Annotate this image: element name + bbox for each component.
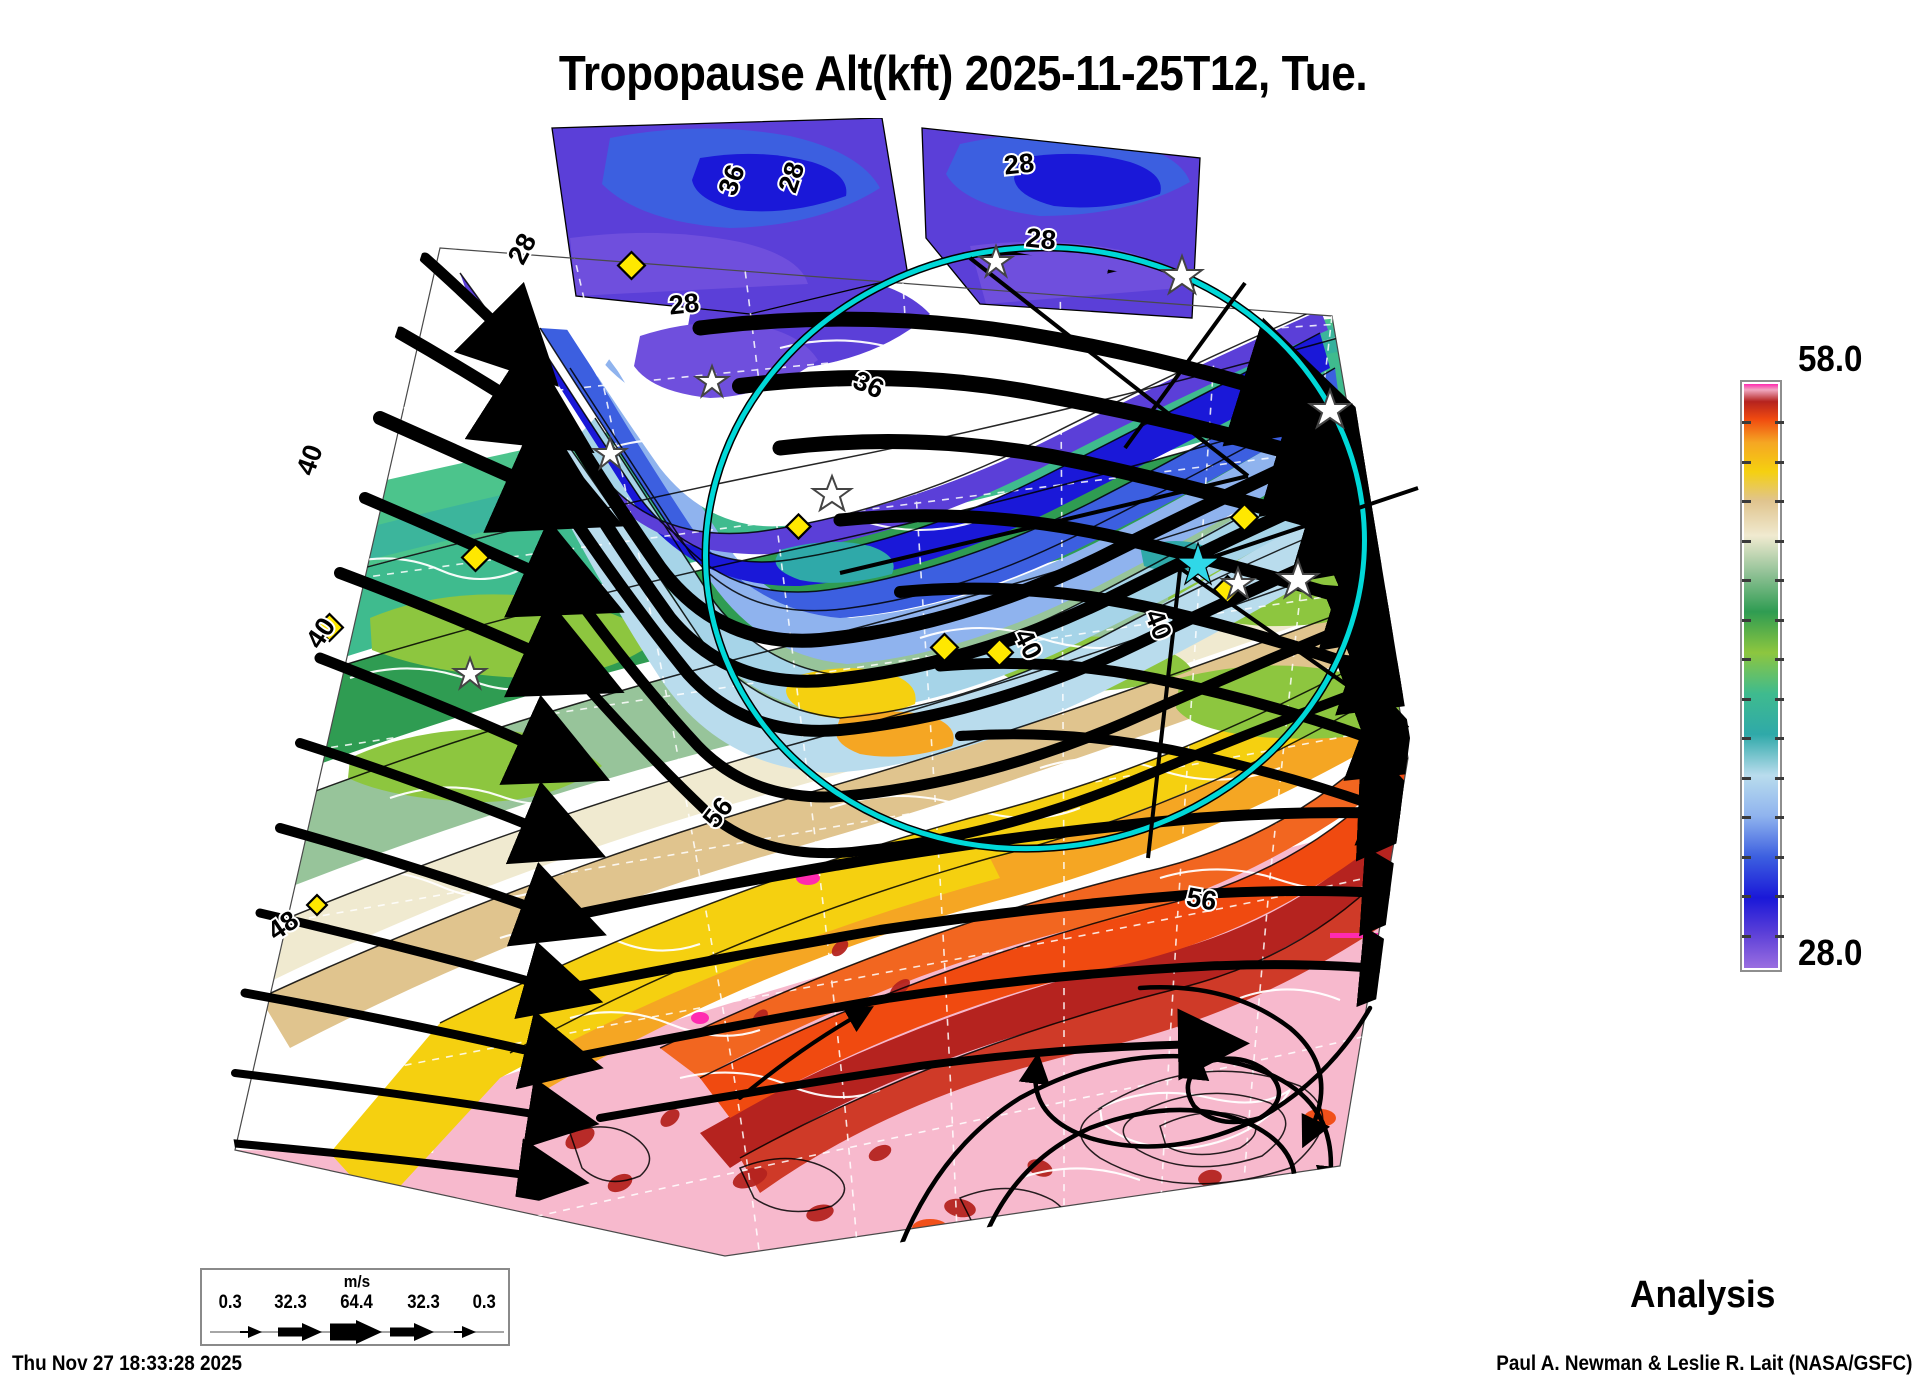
colorbar[interactable]: 58.0 28.0: [1740, 338, 1910, 980]
wind-legend-value-4: 0.3: [472, 1292, 496, 1313]
colorbar-tick: [1775, 421, 1784, 424]
colorbar-bar[interactable]: [1740, 380, 1784, 972]
colorbar-tick: [1742, 777, 1751, 780]
colorbar-tick: [1775, 856, 1784, 859]
page-title: Tropopause Alt(kft) 2025-11-25T12, Tue.: [558, 47, 1368, 101]
contour-label: 56: [1184, 882, 1219, 917]
wind-legend-value-0: 0.3: [218, 1292, 242, 1313]
map-panel[interactable]: 28 36 28 28 28 28 36 40 40 40 40 48 56 56: [140, 118, 1420, 1258]
generation-timestamp: Thu Nov 27 18:33:28 2025: [12, 1352, 243, 1375]
colorbar-gradient: [1744, 384, 1778, 968]
cyan-star-marker: [1175, 541, 1221, 586]
colorbar-tick: [1742, 421, 1751, 424]
colorbar-tick: [1775, 698, 1784, 701]
white-star-marker: [450, 243, 1353, 691]
colorbar-tick: [1742, 461, 1751, 464]
wind-legend-arrows: [210, 1320, 504, 1344]
colorbar-tick: [1742, 658, 1751, 661]
wind-legend-values: 0.3 32.3 64.4 32.3 0.3: [202, 1292, 512, 1314]
contour-label: 40: [290, 441, 328, 479]
colorbar-tick: [1742, 856, 1751, 859]
wind-legend-value-2: 64.4: [340, 1292, 374, 1313]
great-circle-lines: [839, 256, 1419, 859]
analysis-label: Analysis: [1630, 1274, 1776, 1316]
colorbar-tick: [1742, 895, 1751, 898]
colorbar-tick: [1742, 816, 1751, 819]
colorbar-tick: [1775, 658, 1784, 661]
colorbar-tick: [1742, 540, 1751, 543]
contour-label: 28: [1024, 223, 1057, 256]
colorbar-tick: [1775, 816, 1784, 819]
colorbar-tick: [1775, 777, 1784, 780]
colorbar-max-label: 58.0: [1798, 338, 1863, 379]
north-tile-left: [551, 118, 909, 315]
wind-legend-value-1: 32.3: [274, 1292, 308, 1313]
contour-label: 28: [668, 288, 701, 321]
station-markers[interactable]: [305, 243, 1353, 917]
yellow-diamond-marker: [305, 250, 1260, 917]
colorbar-tick: [1742, 698, 1751, 701]
colorbar-tick: [1775, 737, 1784, 740]
author-credit: Paul A. Newman & Leslie R. Lait (NASA/GS…: [1495, 1352, 1912, 1375]
colorbar-tick: [1775, 579, 1784, 582]
colorbar-tick: [1775, 540, 1784, 543]
wind-speed-legend: m/s 0.3 32.3 64.4 32.3 0.3: [200, 1268, 510, 1346]
colorbar-tick: [1742, 935, 1751, 938]
colorbar-tick: [1775, 500, 1784, 503]
colorbar-tick: [1775, 895, 1784, 898]
wind-streamlines: [226, 249, 1410, 1253]
wind-legend-value-3: 32.3: [406, 1292, 440, 1313]
colorbar-tick: [1742, 500, 1751, 503]
colorbar-tick: [1775, 935, 1784, 938]
contour-label: 28: [1003, 148, 1036, 181]
colorbar-tick: [1742, 737, 1751, 740]
colorbar-tick: [1742, 619, 1751, 622]
colorbar-min-label: 28.0: [1798, 932, 1863, 973]
colorbar-tick: [1775, 619, 1784, 622]
wind-legend-unit: m/s: [343, 1272, 371, 1291]
colorbar-tick: [1742, 579, 1751, 582]
colorbar-tick: [1775, 461, 1784, 464]
